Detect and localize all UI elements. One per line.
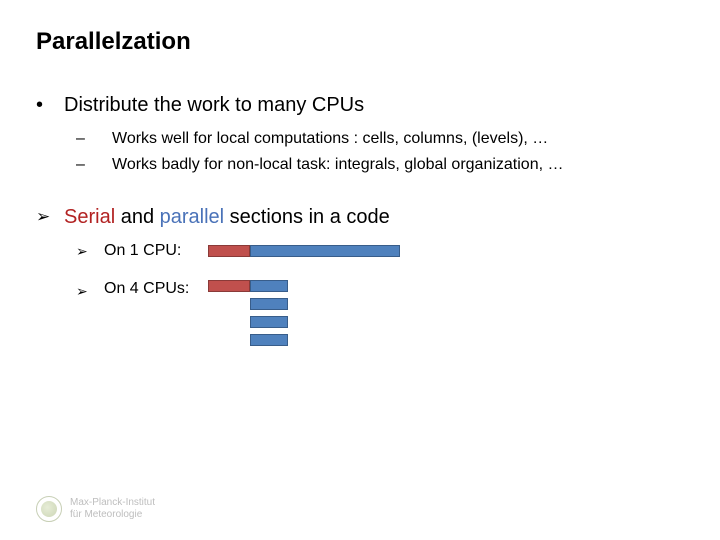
serial-parallel-text: Serial and parallel sections in a code: [64, 204, 390, 230]
dash-icon: –: [76, 154, 112, 176]
parallel-segment: [250, 245, 400, 257]
logo-line2: für Meteorologie: [70, 509, 155, 521]
slide-title: Parallelzation: [36, 28, 684, 56]
serial-segment: [208, 280, 250, 292]
sub-list-distribute: – Works well for local computations : ce…: [76, 128, 684, 176]
bar-spacer: [208, 334, 250, 346]
word-parallel: parallel: [160, 206, 224, 228]
bars-1cpu: [208, 245, 400, 257]
bullet-text: Distribute the work to many CPUs: [64, 92, 364, 118]
bar-line: [208, 280, 288, 292]
parallel-segment: [250, 298, 288, 310]
row-4cpu: ➢ On 4 CPUs:: [76, 280, 684, 346]
bar-spacer: [208, 298, 250, 310]
bullet-distribute: • Distribute the work to many CPUs: [36, 92, 684, 118]
bar-spacer: [208, 316, 250, 328]
logo-line1: Max-Planck-Institut: [70, 497, 155, 509]
word-serial: Serial: [64, 206, 115, 228]
arrow-icon: ➢: [36, 204, 64, 230]
slide: Parallelzation • Distribute the work to …: [0, 0, 720, 346]
arrow-icon: ➢: [76, 240, 104, 262]
word-sections: sections in a code: [224, 206, 390, 228]
logo-text: Max-Planck-Institut für Meteorologie: [70, 497, 155, 521]
cpu-diagram-list: ➢ On 1 CPU: ➢ On 4 CPUs:: [76, 240, 684, 346]
dash-icon: –: [76, 128, 112, 150]
sub-text: Works badly for non-local task: integral…: [112, 154, 563, 176]
sub-item-works-badly: – Works badly for non-local task: integr…: [76, 154, 684, 176]
label-4cpu: On 4 CPUs:: [104, 280, 208, 298]
bullet-serial-parallel: ➢ Serial and parallel sections in a code: [36, 204, 684, 230]
logo-inner-icon: [41, 501, 57, 517]
arrow-icon: ➢: [76, 280, 104, 302]
logo-icon: [36, 496, 62, 522]
word-and: and: [115, 206, 159, 228]
sub-text: Works well for local computations : cell…: [112, 128, 548, 150]
serial-segment: [208, 245, 250, 257]
label-1cpu: On 1 CPU:: [104, 242, 208, 260]
sub-item-works-well: – Works well for local computations : ce…: [76, 128, 684, 150]
bar-line: [208, 298, 288, 310]
parallel-segment: [250, 334, 288, 346]
parallel-segment: [250, 316, 288, 328]
bullet-marker: •: [36, 92, 64, 118]
bar-line: [208, 334, 288, 346]
footer-logo: Max-Planck-Institut für Meteorologie: [36, 496, 155, 522]
bar-line: [208, 316, 288, 328]
bars-4cpu: [208, 280, 288, 346]
row-1cpu: ➢ On 1 CPU:: [76, 240, 684, 262]
parallel-segment: [250, 280, 288, 292]
bar-line: [208, 245, 400, 257]
